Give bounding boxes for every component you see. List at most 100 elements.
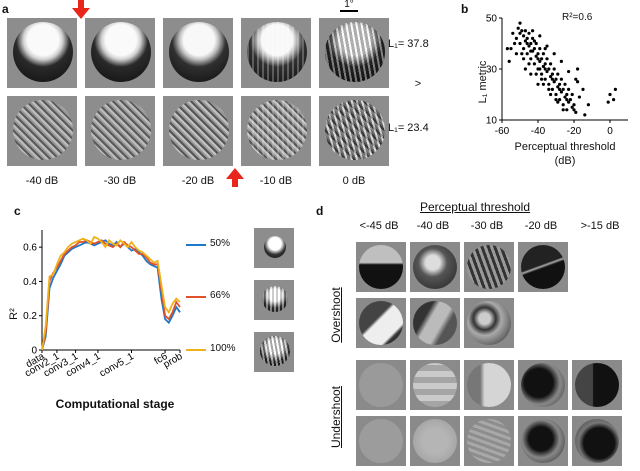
scatter-point — [527, 62, 531, 66]
x-tick-label: -20 — [567, 126, 582, 137]
panel-d-title: Perceptual threshold — [419, 200, 531, 214]
example-image — [464, 298, 514, 348]
x-tick-label: -40 — [531, 126, 546, 137]
scatter-xlabel: Perceptual threshold — [514, 141, 616, 153]
scatter-point — [561, 87, 565, 91]
scatter-point — [538, 67, 542, 71]
scatter-point — [559, 90, 563, 94]
example-image — [464, 242, 514, 292]
red-arrow-down-icon — [72, 0, 90, 19]
row1-l1-metric: L₁= 37.8 — [388, 38, 429, 50]
example-image — [518, 242, 568, 292]
scatter-point — [525, 52, 529, 56]
scatter-point — [568, 98, 572, 102]
scatter-point — [549, 62, 553, 66]
scatter-point — [531, 29, 535, 33]
scatter-point — [529, 49, 533, 53]
scatter-point — [550, 87, 554, 91]
scatter-point — [543, 62, 547, 66]
panel-d-letter: d — [316, 204, 324, 218]
scatter-point — [523, 39, 527, 43]
scatter-point — [540, 77, 544, 81]
scatter-point — [574, 77, 578, 81]
scatter-point — [525, 41, 529, 46]
scatter-point — [556, 85, 560, 89]
y-tick-label: 10 — [486, 116, 498, 127]
scatter-point — [581, 87, 585, 91]
legend-label: 66% — [210, 290, 231, 301]
scatter-point — [565, 108, 569, 112]
scatter-point — [543, 77, 547, 81]
example-image — [464, 360, 514, 410]
scatter-point — [514, 36, 518, 41]
scatter-chart: 10 30 50 -60 -40 -20 0 — [486, 14, 628, 137]
scatter-point — [559, 59, 563, 63]
scatter-point — [576, 80, 580, 84]
example-image — [356, 360, 406, 410]
column-header: -40 dB — [416, 220, 450, 232]
column-header: -30 dB — [470, 220, 504, 232]
r2-annotation: R²=0.6 — [562, 12, 593, 23]
stimulus-image — [319, 18, 389, 88]
stimulus-image — [85, 96, 155, 166]
scatter-point — [550, 77, 554, 81]
scatter-point — [541, 52, 545, 56]
scatter-point — [608, 92, 612, 97]
scatter-point — [576, 67, 580, 71]
scatter-point — [565, 92, 569, 97]
scatter-point — [561, 103, 565, 107]
column-header: -20 dB — [524, 220, 558, 232]
scatter-point — [538, 34, 542, 38]
scatter-point — [545, 44, 549, 48]
scatter-point — [532, 47, 536, 51]
example-image — [356, 416, 406, 466]
line-chart: 00.20.40.6dataconv2_1conv3_1conv4_1conv5… — [23, 230, 185, 380]
scatter-point — [545, 57, 549, 61]
scatter-point — [545, 69, 549, 74]
legend-swatch-50 — [186, 244, 206, 246]
scatter-point — [558, 87, 562, 91]
panel-b-letter: b — [461, 2, 469, 16]
legend-swatch-66 — [186, 296, 206, 298]
scatter-point — [554, 77, 558, 81]
scatter-point — [543, 67, 547, 71]
db-label: -10 dB — [259, 175, 293, 187]
scatter-point — [561, 108, 565, 112]
stimulus-image — [241, 18, 311, 88]
db-label: 0 dB — [342, 175, 366, 187]
legend-stimulus-image — [254, 280, 294, 320]
scatter-point — [534, 72, 538, 76]
scatter-point — [522, 57, 526, 61]
scatter-point — [522, 34, 526, 38]
example-image — [356, 298, 406, 348]
series-line-66pct — [41, 239, 181, 351]
scatter-point — [547, 82, 551, 86]
stimulus-image — [7, 18, 77, 88]
legend-label: 100% — [210, 343, 236, 354]
scatter-point — [507, 59, 511, 63]
scatter-point — [552, 67, 556, 71]
scatter-point — [527, 44, 531, 48]
scatter-point — [529, 72, 533, 76]
scatter-point — [606, 100, 610, 104]
scatter-point — [522, 47, 526, 51]
scatter-point — [567, 87, 571, 91]
stimulus-image — [85, 18, 155, 88]
y-tick-label: 0.2 — [23, 311, 37, 322]
scatter-point — [509, 47, 513, 51]
column-header: >-15 dB — [580, 220, 620, 232]
stimulus-image — [319, 96, 389, 166]
y-tick-label: 50 — [486, 14, 498, 25]
series-line-50pct — [41, 239, 181, 351]
db-label: -20 dB — [181, 175, 215, 187]
example-image — [518, 360, 568, 410]
scatter-point — [540, 72, 544, 76]
scatter-point — [531, 36, 535, 41]
scatter-point — [540, 57, 544, 61]
legend-stimulus-image — [254, 332, 294, 372]
panel-a-letter: a — [2, 2, 9, 16]
scatter-point — [577, 95, 581, 99]
stimulus-image — [7, 96, 77, 166]
scatter-point — [534, 41, 538, 46]
x-tick-label: -60 — [495, 126, 510, 137]
